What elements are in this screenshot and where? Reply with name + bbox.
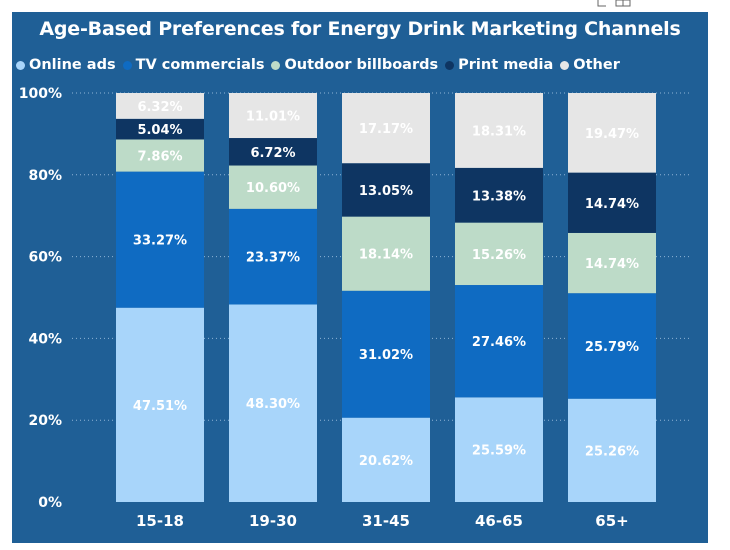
bar-print-media-19-30[interactable]	[229, 138, 317, 166]
bar-print-media-15-18[interactable]	[116, 118, 204, 140]
data-label: 25.26%	[585, 444, 639, 459]
data-label: 14.74%	[585, 257, 639, 272]
bar-print-media-46-65[interactable]	[455, 167, 543, 223]
bar-other-31-45[interactable]	[342, 93, 430, 164]
bar-outdoor-billboards-15-18[interactable]	[116, 139, 204, 172]
legend-marker-icon	[445, 60, 455, 70]
legend-marker-icon	[560, 60, 570, 70]
data-label: 18.14%	[359, 248, 413, 263]
bar-print-media-65+[interactable]	[568, 172, 656, 233]
legend-marker-icon	[271, 60, 281, 70]
bar-tv-commercials-46-65[interactable]	[455, 285, 543, 398]
bar-tv-commercials-31-45[interactable]	[342, 290, 430, 418]
data-label: 15.26%	[472, 248, 526, 263]
legend-item-outdoor-billboards[interactable]: Outdoor billboards	[271, 57, 438, 73]
data-label: 48.30%	[246, 397, 300, 412]
legend-label: Outdoor billboards	[284, 57, 439, 73]
data-label: 18.31%	[472, 124, 526, 139]
x-tick-label: 15-18	[136, 512, 184, 530]
bar-tv-commercials-65+[interactable]	[568, 293, 656, 399]
data-label: 13.05%	[359, 184, 413, 199]
legend-item-print-media[interactable]: Print media	[445, 57, 553, 73]
legend-marker-icon	[122, 60, 132, 70]
data-label: 31.02%	[359, 348, 413, 363]
x-tick-label: 19-30	[249, 512, 297, 530]
data-label: 10.60%	[246, 181, 300, 196]
bar-online-ads-15-18[interactable]	[116, 307, 204, 502]
window-control-icon[interactable]	[596, 0, 636, 8]
bar-tv-commercials-19-30[interactable]	[229, 208, 317, 305]
y-tick-label: 40%	[28, 331, 62, 347]
bar-outdoor-billboards-31-45[interactable]	[342, 216, 430, 291]
bar-outdoor-billboards-65+[interactable]	[568, 232, 656, 294]
data-label: 6.32%	[137, 100, 182, 115]
bar-print-media-31-45[interactable]	[342, 163, 430, 217]
y-tick-label: 0%	[38, 495, 62, 511]
data-label: 13.38%	[472, 189, 526, 204]
y-tick-label: 60%	[28, 250, 62, 266]
data-label: 20.62%	[359, 454, 413, 469]
legend-label: Print media	[458, 57, 554, 73]
bar-other-15-18[interactable]	[116, 93, 204, 119]
y-tick-label: 80%	[28, 168, 62, 184]
x-tick-label: 31-45	[362, 512, 410, 530]
bar-other-19-30[interactable]	[229, 93, 317, 139]
data-label: 25.59%	[472, 444, 526, 459]
data-label: 5.04%	[137, 123, 182, 138]
data-label: 6.72%	[250, 146, 295, 161]
data-label: 25.79%	[585, 340, 639, 355]
data-label: 14.74%	[585, 197, 639, 212]
chart-title: Age-Based Preferences for Energy Drink M…	[39, 18, 681, 40]
bar-outdoor-billboards-46-65[interactable]	[455, 222, 543, 286]
legend: Online ads TV commercials Outdoor billboar…	[16, 55, 627, 75]
y-tick-label: 20%	[28, 413, 62, 429]
bar-online-ads-65+[interactable]	[568, 398, 656, 502]
legend-item-tv-commercials[interactable]: TV commercials	[122, 57, 265, 73]
y-tick-label: 100%	[19, 86, 62, 102]
bar-online-ads-19-30[interactable]	[229, 304, 317, 502]
data-label: 27.46%	[472, 335, 526, 350]
data-label: 33.27%	[133, 234, 187, 249]
bar-tv-commercials-15-18[interactable]	[116, 171, 204, 308]
x-tick-label: 46-65	[475, 512, 523, 530]
legend-item-other[interactable]: Other	[560, 57, 620, 73]
data-label: 19.47%	[585, 127, 639, 142]
bar-other-46-65[interactable]	[455, 93, 543, 168]
bar-other-65+[interactable]	[568, 93, 656, 173]
data-label: 7.86%	[137, 150, 182, 165]
data-label: 17.17%	[359, 122, 413, 137]
data-label: 23.37%	[246, 251, 300, 266]
legend-label: Other	[573, 57, 620, 73]
data-label: 47.51%	[133, 399, 187, 414]
legend-marker-icon	[16, 60, 25, 70]
legend-label: Online ads	[29, 57, 116, 73]
bar-online-ads-31-45[interactable]	[342, 417, 430, 502]
data-label: 11.01%	[246, 110, 300, 125]
x-tick-label: 65+	[595, 512, 628, 530]
legend-label: TV commercials	[135, 57, 265, 73]
bar-online-ads-46-65[interactable]	[455, 397, 543, 502]
legend-item-online-ads[interactable]: Online ads	[16, 57, 116, 73]
bar-outdoor-billboards-19-30[interactable]	[229, 165, 317, 209]
